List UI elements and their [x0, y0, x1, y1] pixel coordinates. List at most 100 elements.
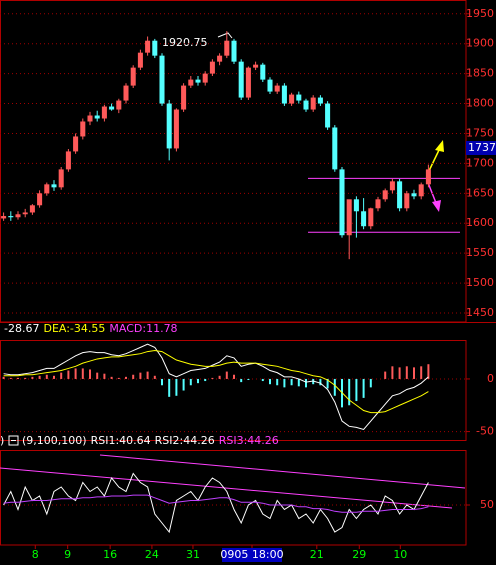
- candle-body: [22, 212, 28, 215]
- frames: [0, 0, 496, 546]
- y-tick-label: 1500: [466, 276, 494, 289]
- y-tick-label: 1750: [466, 126, 494, 139]
- candle-body: [217, 55, 223, 62]
- macd-line: [3, 350, 429, 414]
- candle-body: [281, 85, 287, 104]
- candle-body: [397, 181, 403, 209]
- y-tick-label: 1800: [466, 97, 494, 110]
- header-text: MACD:11.78: [109, 322, 177, 335]
- x-tick-label: 0905 18:00: [220, 548, 283, 561]
- candle-body: [296, 94, 302, 101]
- annotation-leader: [217, 32, 233, 39]
- macd-frame: [0, 340, 467, 441]
- candle-body: [404, 193, 410, 209]
- y-tick-label: 0: [487, 372, 494, 385]
- candle-body: [209, 61, 215, 74]
- candle-body: [145, 40, 151, 53]
- candle-body: [389, 181, 395, 191]
- y-tick-label: 1650: [466, 186, 494, 199]
- candle-body: [173, 109, 179, 149]
- y-tick-label: 1600: [466, 216, 494, 229]
- candle-body: [303, 100, 309, 110]
- candle-body: [101, 106, 107, 119]
- candle-body: [353, 199, 359, 212]
- header-text: (9,100,100): [22, 434, 87, 447]
- candle-body: [137, 52, 143, 68]
- candle-body: [289, 94, 295, 104]
- y-tick-label: 50: [480, 498, 494, 511]
- y-tick-label: 1900: [466, 37, 494, 50]
- up-arrow-head: [435, 140, 444, 152]
- candle-body: [159, 55, 165, 104]
- candle-body: [361, 211, 367, 227]
- candle-body: [411, 193, 417, 197]
- high-annotation: 1920.75: [162, 36, 208, 49]
- candle-body: [166, 103, 172, 149]
- x-tick-label: 24: [145, 548, 159, 561]
- candle-body: [368, 208, 374, 227]
- y-tick-label: 1950: [466, 7, 494, 20]
- candle-body: [130, 67, 136, 86]
- candle-body: [332, 127, 338, 170]
- candle-body: [418, 184, 424, 197]
- candle-body: [202, 73, 208, 83]
- candle-body: [37, 193, 43, 206]
- candle-body: [15, 214, 21, 218]
- y-tick-label: 1450: [466, 306, 494, 319]
- down-arrow-head: [432, 200, 441, 212]
- y-tick-label: 1850: [466, 67, 494, 80]
- macd-line: [3, 343, 429, 431]
- candle-body: [346, 199, 352, 236]
- header-text: RSI1:40.64: [91, 434, 151, 447]
- candle-body: [123, 85, 129, 101]
- candle-body: [253, 64, 259, 68]
- candle-body: [80, 121, 86, 137]
- rsi-line: [3, 494, 429, 513]
- rsi-header: ) (9,100,100) RSI1:40.64 RSI2:44.26 RSI3:44.…: [0, 434, 279, 447]
- candle-body: [425, 169, 431, 185]
- candle-body: [8, 216, 14, 218]
- candle-body: [224, 40, 230, 56]
- x-tick-label: 31: [186, 548, 200, 561]
- x-tick-label: 21: [310, 548, 324, 561]
- candle-body: [44, 184, 50, 194]
- candle-body: [116, 100, 122, 110]
- candle-body: [245, 67, 251, 98]
- header-text: DEA:-34.55: [43, 322, 105, 335]
- y-tick-label: 1700: [466, 156, 494, 169]
- candle-body: [317, 97, 323, 104]
- candle-body: [339, 169, 345, 236]
- candle-body: [94, 115, 100, 119]
- candle-body: [238, 61, 244, 98]
- candle-body: [310, 97, 316, 110]
- candle-body: [231, 40, 237, 62]
- candle-body: [87, 115, 93, 122]
- candle-body: [65, 151, 71, 170]
- candle-body: [109, 106, 115, 110]
- x-tick-label: 8: [32, 548, 39, 561]
- rsi-line: [3, 472, 429, 534]
- x-tick-highlight: [222, 548, 282, 562]
- last-price-label: 1737.: [468, 141, 496, 154]
- rsi-frame: [0, 450, 467, 546]
- header-text: RSI3:44.26: [219, 434, 279, 447]
- candle-body: [325, 103, 331, 128]
- y-tick-label: 1550: [466, 246, 494, 259]
- candle-body: [375, 199, 381, 209]
- candle-body: [181, 85, 187, 110]
- header-text: -28.67: [4, 322, 39, 335]
- candle-body: [73, 136, 79, 152]
- candle-body: [1, 216, 7, 219]
- collapse-icon: [8, 435, 19, 446]
- trend-line: [99, 454, 466, 489]
- x-tick-label: 10: [393, 548, 407, 561]
- candle-body: [152, 40, 158, 56]
- candle-body: [274, 85, 280, 92]
- candle-body: [58, 169, 64, 188]
- candle-body: [260, 64, 266, 80]
- y-tick-label: -50: [476, 425, 494, 438]
- candle-body: [51, 184, 57, 188]
- trend-line: [0, 467, 453, 509]
- candle-body: [195, 79, 201, 83]
